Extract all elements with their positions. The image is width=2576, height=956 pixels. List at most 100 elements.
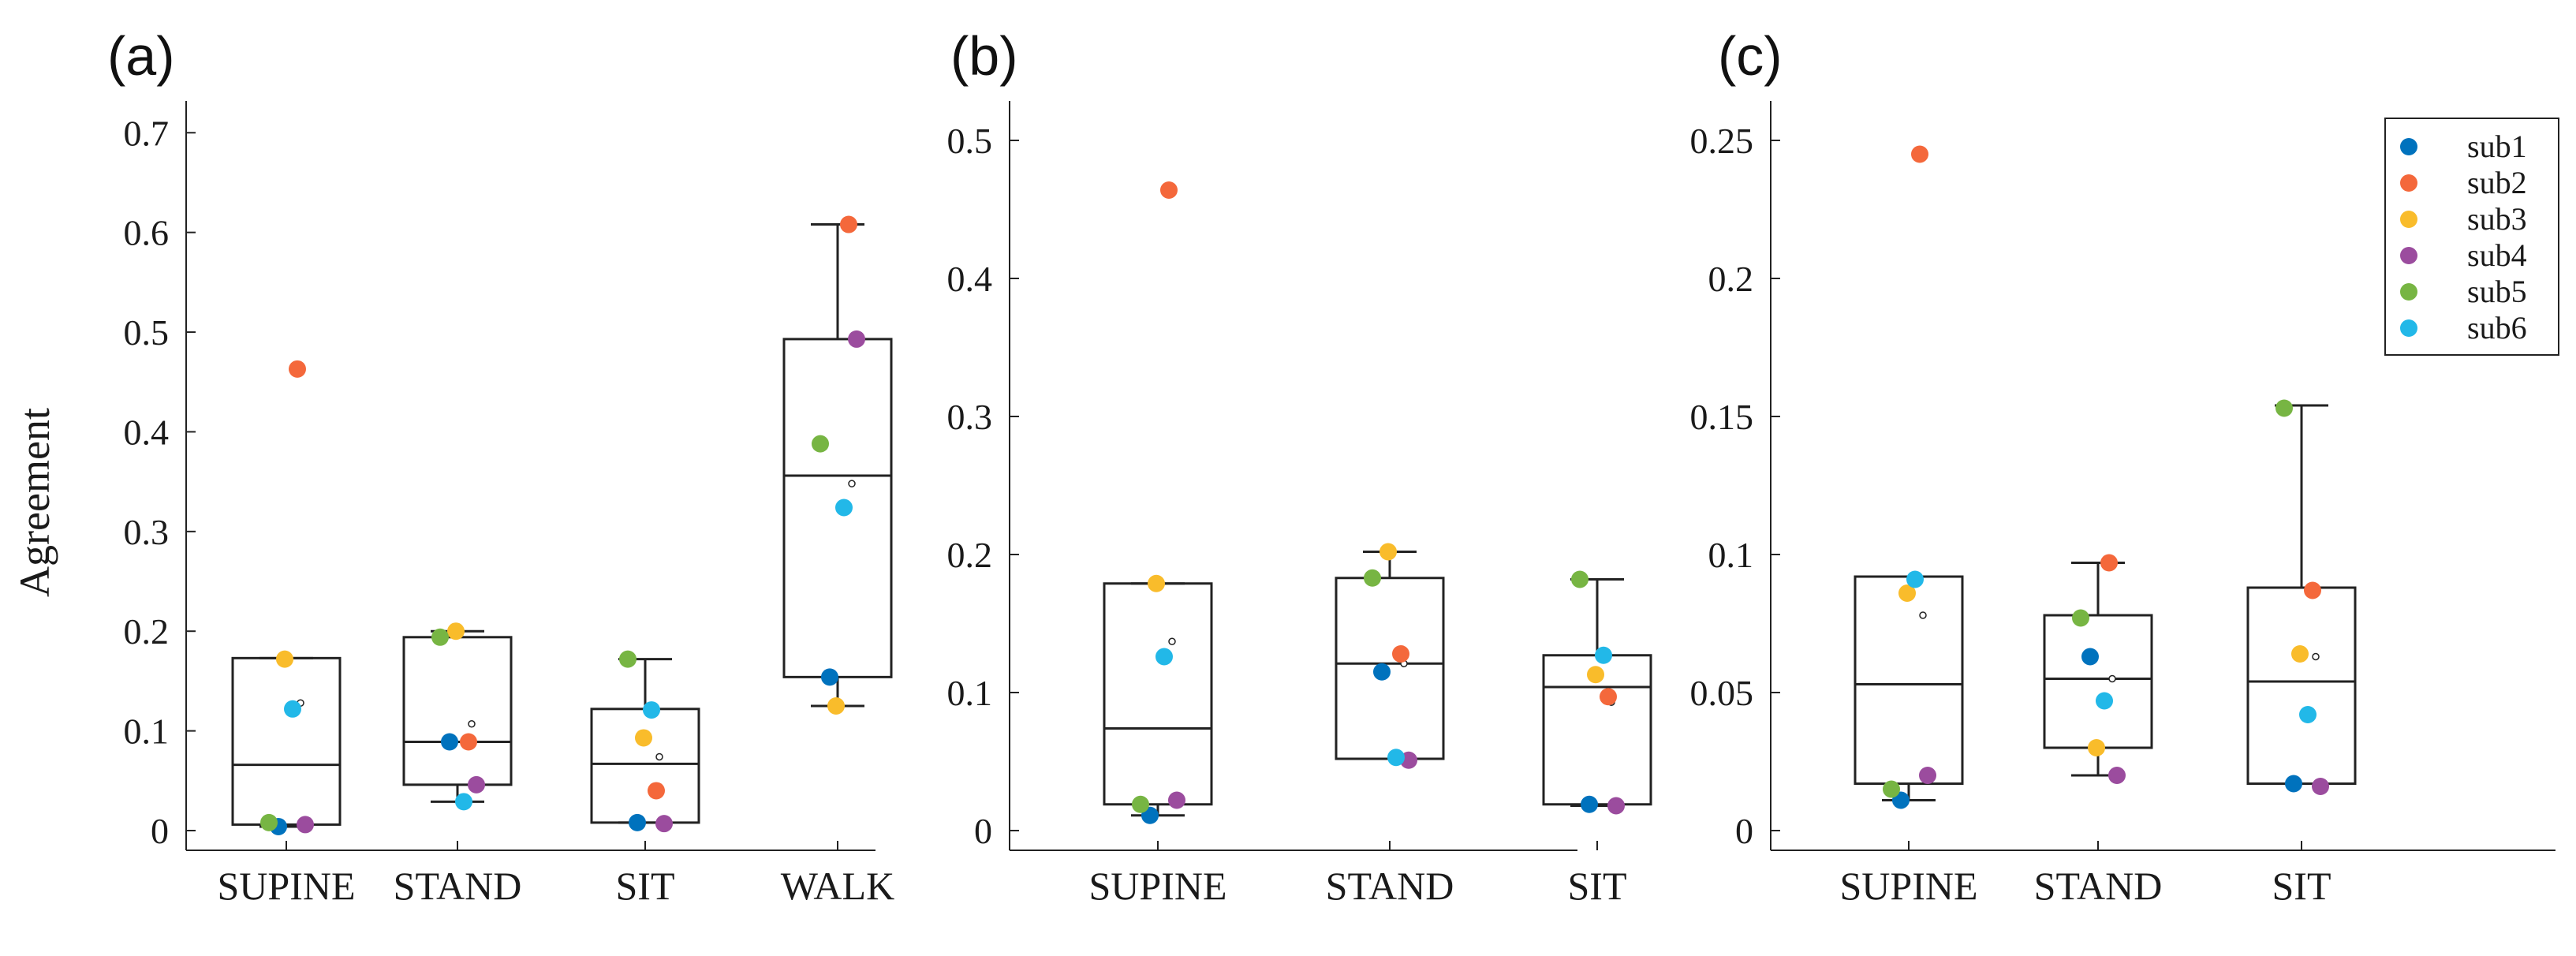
x-tick-label: STAND bbox=[2034, 864, 2163, 908]
box-sit bbox=[590, 650, 700, 833]
point-sub6 bbox=[1387, 749, 1405, 767]
y-tick-label: 0 bbox=[1735, 811, 1753, 851]
point-sub5 bbox=[2072, 609, 2089, 627]
point-sub2 bbox=[1600, 688, 1617, 706]
point-sub2 bbox=[840, 215, 857, 233]
legend-label-sub3: sub3 bbox=[2467, 201, 2527, 237]
y-tick-label: 0 bbox=[974, 811, 992, 851]
point-sub4 bbox=[655, 815, 673, 833]
box-iqr bbox=[590, 708, 700, 824]
point-sub4 bbox=[848, 330, 865, 348]
panel-label: (a) bbox=[107, 25, 175, 87]
point-sub5 bbox=[1571, 570, 1589, 588]
y-axis-label: Agreement bbox=[11, 408, 58, 597]
box-stand bbox=[402, 622, 513, 811]
y-tick-label: 0.25 bbox=[1690, 121, 1754, 161]
point-sub4 bbox=[2312, 778, 2329, 795]
y-tick-label: 0.5 bbox=[947, 121, 993, 161]
point-sub3 bbox=[276, 650, 293, 668]
box-sit bbox=[1542, 570, 1652, 815]
legend-label-sub5: sub5 bbox=[2467, 274, 2527, 309]
y-tick-label: 0.1 bbox=[1708, 535, 1754, 575]
point-sub4 bbox=[2108, 767, 2126, 784]
y-tick-label: 0.1 bbox=[947, 673, 993, 713]
mean-marker bbox=[2312, 652, 2320, 661]
x-tick-label: SUPINE bbox=[217, 864, 355, 908]
x-tick-label: WALK bbox=[781, 864, 894, 908]
point-sub3 bbox=[1379, 543, 1397, 561]
point-sub1 bbox=[821, 668, 838, 686]
point-sub4 bbox=[1168, 791, 1185, 809]
box-iqr bbox=[1103, 582, 1213, 806]
point-sub3 bbox=[635, 729, 652, 747]
y-tick-label: 0.05 bbox=[1690, 673, 1754, 713]
panel-2: (b) 0 0.1 0.2 0.3 0.4 0.5 SUPINE STAND SIT bbox=[947, 25, 1652, 908]
point-sub4 bbox=[1607, 797, 1625, 815]
y-tick-label: 0.3 bbox=[124, 512, 170, 552]
legend-marker-sub6 bbox=[2400, 319, 2417, 337]
point-sub3 bbox=[2291, 645, 2309, 663]
point-sub5 bbox=[2275, 399, 2293, 417]
point-sub2 bbox=[648, 782, 665, 800]
point-sub2 bbox=[2304, 581, 2321, 599]
point-sub3 bbox=[1898, 584, 1916, 602]
mean-marker bbox=[848, 480, 856, 487]
point-sub5 bbox=[431, 628, 449, 646]
legend-label-sub6: sub6 bbox=[2467, 310, 2527, 345]
point-sub2 bbox=[289, 360, 306, 378]
legend-box bbox=[2384, 118, 2559, 356]
box-stand bbox=[1335, 543, 1445, 769]
y-tick-label: 0.2 bbox=[1708, 259, 1754, 299]
box-walk bbox=[782, 215, 893, 715]
point-sub3 bbox=[1148, 574, 1165, 592]
y-tick-label: 0.4 bbox=[124, 412, 170, 452]
x-tick-label: SIT bbox=[2272, 864, 2331, 908]
legend-marker-sub2 bbox=[2400, 174, 2417, 192]
mean-marker bbox=[655, 752, 663, 761]
y-tick-label: 0.5 bbox=[124, 312, 170, 353]
point-sub1 bbox=[1373, 663, 1391, 681]
legend-marker-sub4 bbox=[2400, 247, 2417, 264]
panel-label: (b) bbox=[950, 25, 1018, 87]
box-supine bbox=[1854, 145, 1964, 809]
point-sub5 bbox=[1364, 569, 1381, 587]
mean-marker bbox=[1168, 637, 1176, 645]
x-tick-label: STAND bbox=[1326, 864, 1454, 908]
box-iqr bbox=[1854, 575, 1964, 785]
box-sit bbox=[2246, 399, 2357, 795]
point-sub6 bbox=[2096, 692, 2113, 710]
point-sub2 bbox=[2100, 554, 2118, 572]
box-supine bbox=[1103, 181, 1213, 824]
box-iqr bbox=[2043, 614, 2153, 749]
point-sub5 bbox=[619, 650, 637, 668]
panel-label: (c) bbox=[1718, 25, 1783, 87]
point-sub6 bbox=[1155, 648, 1173, 666]
point-sub6 bbox=[2299, 706, 2317, 723]
legend-marker-sub5 bbox=[2400, 283, 2417, 301]
point-sub1 bbox=[2081, 648, 2099, 666]
mean-marker bbox=[2108, 674, 2116, 683]
point-sub5 bbox=[812, 435, 829, 453]
y-tick-label: 0 bbox=[151, 811, 169, 851]
point-sub5 bbox=[1883, 780, 1900, 798]
point-sub2 bbox=[1911, 145, 1928, 163]
point-sub1 bbox=[2285, 775, 2302, 793]
box-supine bbox=[231, 360, 342, 835]
point-sub6 bbox=[643, 701, 660, 719]
y-tick-label: 0.2 bbox=[124, 611, 170, 652]
point-sub4 bbox=[468, 775, 485, 794]
point-sub3 bbox=[2088, 739, 2105, 756]
point-sub2 bbox=[1160, 181, 1178, 199]
point-sub1 bbox=[441, 733, 458, 751]
x-tick-label: SUPINE bbox=[1839, 864, 1977, 908]
x-tick-label: SIT bbox=[616, 864, 675, 908]
legend-label-sub2: sub2 bbox=[2467, 165, 2527, 200]
point-sub3 bbox=[1587, 666, 1604, 684]
point-sub5 bbox=[260, 813, 278, 831]
y-tick-label: 0.1 bbox=[124, 711, 170, 752]
panels: (a) 0 0.1 0.2 0.3 0.4 0.5 0.6 0.7 SUPINE STAND SIT W… bbox=[107, 25, 2555, 908]
box-iqr bbox=[402, 636, 513, 786]
point-sub3 bbox=[827, 697, 845, 715]
